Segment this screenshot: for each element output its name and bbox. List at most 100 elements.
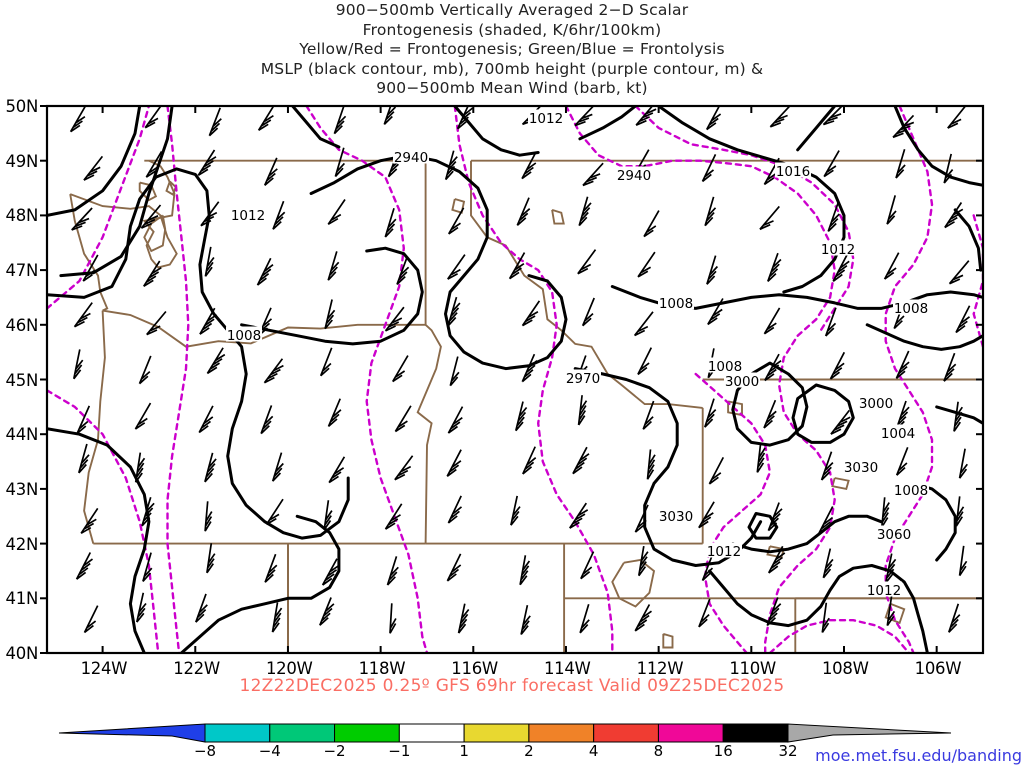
wind-barb	[144, 106, 162, 129]
mslp-contour	[291, 106, 341, 149]
wind-barb	[830, 409, 851, 435]
coastline	[551, 208, 565, 225]
wind-barb	[256, 257, 274, 286]
coastline	[165, 180, 177, 196]
wind-barb	[146, 310, 167, 336]
title-line-1: 900−500mb Vertically Averaged 2−D Scalar	[335, 1, 689, 19]
y-tick-50N: 50N	[5, 97, 39, 116]
wind-barb	[447, 254, 466, 280]
wind-barb	[581, 297, 595, 327]
height-contour	[564, 106, 836, 653]
wind-barb	[698, 501, 715, 529]
y-tick-49N: 49N	[5, 151, 39, 171]
contour-label: 2940	[394, 150, 428, 166]
wind-barbs-layer	[69, 106, 971, 636]
wind-barb	[953, 401, 964, 432]
wind-barb	[769, 106, 791, 128]
contour-label: 1008	[708, 359, 742, 375]
wind-barb	[955, 305, 971, 334]
mslp-contour	[578, 106, 637, 141]
wind-barb	[704, 196, 717, 227]
contour-label: 1016	[776, 164, 810, 180]
wind-barb	[447, 207, 465, 235]
mslp-contour	[731, 361, 809, 447]
wind-barb	[822, 106, 844, 126]
wind-barb	[80, 507, 99, 535]
wind-barb	[208, 107, 222, 137]
wind-barb	[763, 399, 777, 429]
wind-barb	[327, 398, 342, 428]
wind-barb	[943, 153, 954, 184]
wind-barb	[883, 252, 900, 280]
y-axis-labels: 50N 49N 48N 47N 46N 45N 44N 43N 42N 41N 40N	[0, 0, 44, 768]
mslp-contour	[47, 106, 142, 217]
wind-barb	[449, 356, 460, 387]
mslp-contour	[796, 106, 837, 152]
wind-barb	[391, 355, 409, 383]
wind-barb	[947, 603, 961, 633]
x-tick-118W: 118W	[358, 659, 406, 678]
coastline	[662, 632, 674, 649]
mslp-contour	[865, 323, 983, 351]
y-tick-40N: 40N	[5, 644, 39, 663]
wind-barb	[83, 155, 104, 181]
colorbar-band-0	[204, 723, 271, 743]
wind-barb	[574, 106, 595, 127]
title-line-3: Yellow/Red = Frontogenesis; Green/Blue =…	[299, 40, 725, 59]
height-contour	[694, 372, 772, 653]
wind-barb	[444, 150, 458, 181]
y-tick-42N: 42N	[5, 534, 39, 554]
wind-barb	[145, 150, 163, 178]
wind-barb	[948, 260, 970, 285]
wind-barb	[958, 545, 968, 577]
colorbar-tick--8: −8	[193, 742, 217, 760]
wind-barb	[634, 604, 652, 632]
wind-barb	[510, 495, 521, 526]
wind-barb	[271, 452, 284, 482]
wind-barb	[446, 553, 462, 582]
contour-label: 1012	[867, 583, 901, 599]
wind-barb	[319, 347, 333, 377]
wind-barb	[272, 200, 286, 230]
wind-barb	[582, 162, 604, 187]
x-tick-110W: 110W	[729, 659, 776, 678]
colorbar-band-2	[334, 723, 400, 743]
wind-barb	[198, 405, 214, 434]
wind-barb	[706, 255, 719, 285]
mslp-contour	[47, 427, 151, 653]
wind-barb	[820, 451, 834, 481]
wind-barb	[134, 402, 152, 430]
wind-barb	[384, 208, 397, 238]
coastline	[884, 602, 906, 625]
wind-barb	[386, 556, 399, 586]
label-halo	[858, 394, 894, 410]
mslp-contour	[791, 383, 855, 444]
wind-barb	[829, 351, 846, 380]
wind-barb	[135, 592, 147, 623]
state-border	[470, 160, 703, 409]
coastline-layer	[69, 159, 906, 649]
y-tick-46N: 46N	[5, 315, 39, 335]
wind-barb	[257, 106, 275, 132]
wind-barb	[263, 157, 278, 186]
wind-barb	[707, 298, 724, 326]
wind-barb	[82, 254, 99, 282]
contour-labels-layer: 1012 1008 1012 1016 1012 1008 1008 1008 1004 1008…	[226, 109, 929, 599]
wind-barb	[578, 196, 592, 227]
label-halo	[820, 240, 856, 256]
contour-label: 1008	[227, 328, 261, 344]
colorbar-tick-2: 2	[524, 742, 534, 760]
label-halo	[724, 372, 760, 388]
wind-barb	[76, 405, 91, 435]
y-tick-43N: 43N	[5, 479, 39, 499]
contour-label: 1012	[821, 242, 855, 258]
wind-barb	[519, 555, 531, 586]
wind-barb	[577, 249, 597, 275]
wind-barb	[637, 347, 653, 376]
wind-barb	[394, 455, 414, 481]
wind-barb	[334, 147, 346, 178]
wind-barb	[333, 106, 347, 135]
height-contour	[166, 106, 190, 653]
wind-barb	[634, 504, 649, 533]
state-border	[416, 160, 442, 544]
